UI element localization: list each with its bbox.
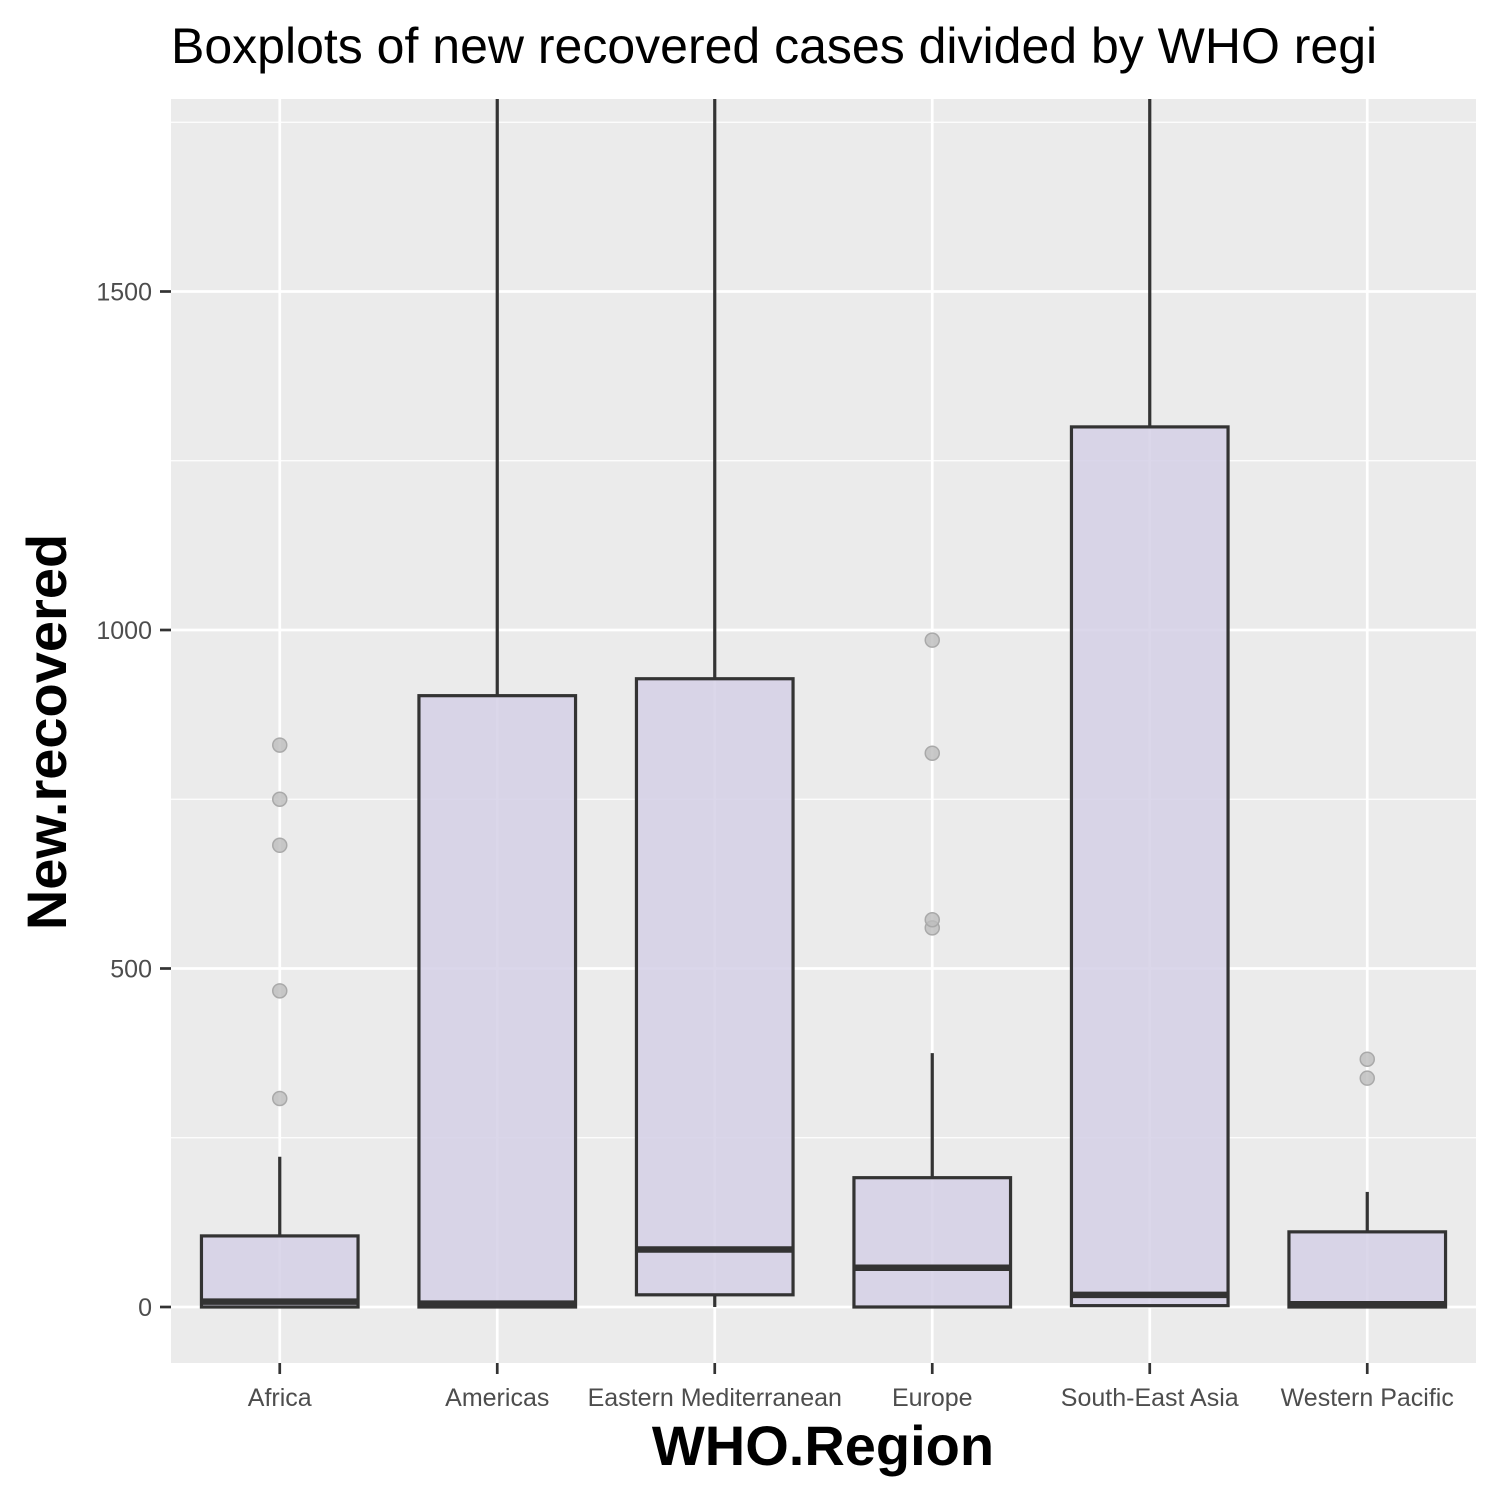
box-group-western-pacific bbox=[1287, 1051, 1448, 1309]
axes: 0 500 1000 1500 Africa Americas Eastern Medite… bbox=[96, 279, 1453, 1413]
y-tick-label: 1000 bbox=[96, 617, 152, 645]
box-group-eastern-mediterranean bbox=[634, 99, 795, 1307]
box-body bbox=[634, 677, 795, 1297]
outlier-point bbox=[1359, 1070, 1375, 1086]
x-tick-label: Africa bbox=[248, 1384, 312, 1412]
x-tick-label: Americas bbox=[445, 1384, 549, 1412]
outlier-point bbox=[272, 837, 288, 854]
x-tick-label: Western Pacific bbox=[1281, 1384, 1454, 1412]
outlier-point bbox=[272, 737, 288, 753]
y-tick-label: 1500 bbox=[96, 279, 152, 307]
box-body bbox=[417, 694, 578, 1309]
y-tick-label: 500 bbox=[110, 956, 152, 984]
box-group-south-east-asia bbox=[1069, 99, 1230, 1308]
y-axis-title: New.recovered bbox=[15, 534, 78, 930]
outlier-point bbox=[272, 791, 288, 807]
box-body bbox=[1287, 1230, 1448, 1309]
y-tick-label: 0 bbox=[138, 1294, 152, 1322]
outlier-point bbox=[924, 632, 940, 648]
x-tick-label: Europe bbox=[892, 1384, 973, 1412]
outlier-point bbox=[1359, 1051, 1375, 1067]
outlier-point bbox=[272, 1090, 288, 1107]
x-axis-title: WHO.Region bbox=[652, 1414, 994, 1477]
outlier-point bbox=[272, 983, 288, 999]
x-tick-label: Eastern Mediterranean bbox=[588, 1384, 842, 1412]
x-tick-label: South-East Asia bbox=[1061, 1384, 1239, 1412]
box-body bbox=[1069, 425, 1230, 1308]
outlier-point bbox=[924, 912, 940, 928]
box-body bbox=[852, 1176, 1013, 1309]
box-group-africa bbox=[199, 737, 360, 1309]
box-group-americas bbox=[417, 99, 578, 1309]
panel-background bbox=[171, 99, 1476, 1363]
chart-title: Boxplots of new recovered cases divided … bbox=[171, 18, 1377, 74]
boxes bbox=[199, 99, 1448, 1309]
box-body bbox=[199, 1234, 360, 1309]
outlier-point bbox=[924, 745, 940, 761]
plot-panel bbox=[171, 99, 1476, 1363]
box-group-europe bbox=[852, 632, 1013, 1309]
